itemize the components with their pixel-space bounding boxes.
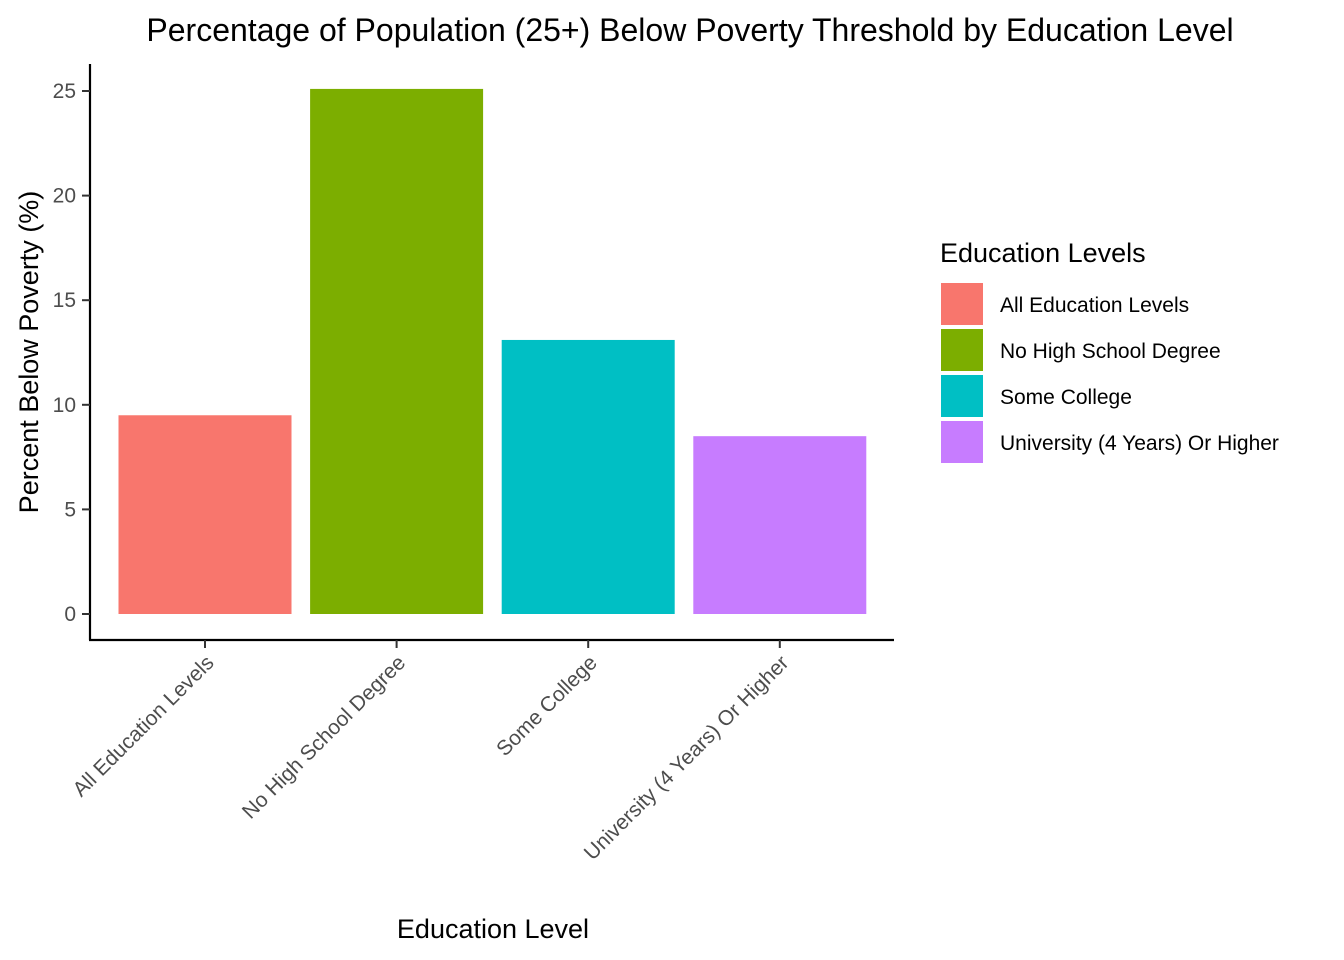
y-tick-label-0: 0 [64, 603, 76, 626]
legend-key-3 [941, 421, 983, 463]
x-tick-label-3: University (4 Years) Or Higher [580, 651, 794, 865]
x-ticks-group: All Education Levels No High School Degre… [69, 640, 794, 865]
bar-3 [693, 436, 867, 614]
x-axis-title: Education Level [397, 914, 589, 944]
x-tick-label-2: Some College [492, 651, 602, 761]
y-tick-label-4: 20 [53, 185, 76, 208]
legend-key-1 [941, 329, 983, 371]
bar-0 [118, 415, 292, 614]
y-tick-label-5: 25 [53, 80, 76, 103]
legend-key-2 [941, 375, 983, 417]
legend-label-3: University (4 Years) Or Higher [1000, 432, 1279, 455]
y-axis-title: Percent Below Poverty (%) [14, 191, 44, 514]
y-tick-label-1: 5 [64, 498, 76, 521]
y-tick-label-2: 10 [53, 394, 76, 417]
bars-group [118, 88, 867, 614]
legend: All Education Levels No High School Degre… [941, 283, 1279, 463]
legend-key-0 [941, 283, 983, 325]
y-tick-label-3: 15 [53, 289, 76, 312]
chart-title: Percentage of Population (25+) Below Pov… [146, 12, 1233, 48]
legend-label-2: Some College [1000, 386, 1132, 409]
bar-2 [501, 339, 675, 614]
legend-title: Education Levels [940, 238, 1146, 268]
x-tick-label-1: No High School Degree [238, 651, 410, 823]
y-ticks-group: 0 5 10 15 20 25 [53, 80, 90, 626]
legend-label-1: No High School Degree [1000, 340, 1221, 363]
x-tick-label-0: All Education Levels [69, 651, 219, 801]
legend-label-0: All Education Levels [1000, 294, 1189, 317]
bar-1 [310, 88, 484, 614]
